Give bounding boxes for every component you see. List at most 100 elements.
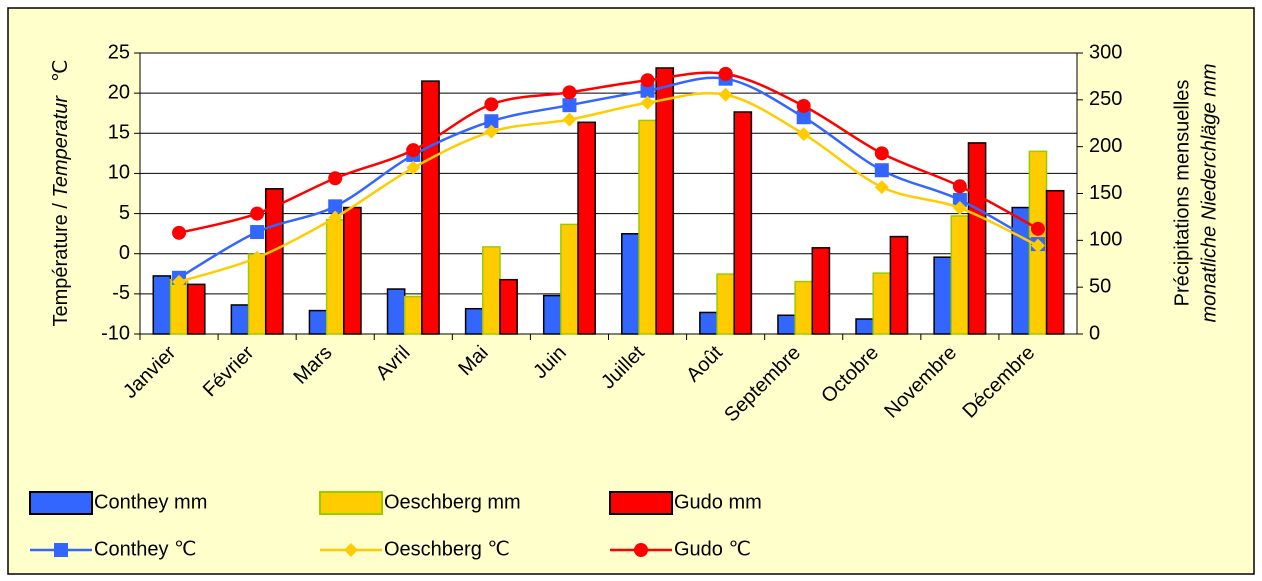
bar bbox=[655, 67, 675, 335]
marker bbox=[328, 210, 343, 225]
legend-swatch bbox=[609, 491, 673, 515]
bar bbox=[308, 309, 328, 335]
bar bbox=[777, 314, 796, 335]
line bbox=[178, 91, 1039, 284]
bar bbox=[186, 283, 206, 335]
y2-tick-label: 50 bbox=[1089, 275, 1111, 297]
bar bbox=[560, 223, 579, 335]
legend-label: Gudo ℃ bbox=[674, 538, 751, 560]
marker bbox=[1030, 238, 1045, 253]
bar bbox=[733, 111, 753, 335]
marker bbox=[874, 146, 889, 161]
bar bbox=[855, 318, 874, 335]
y2-tick-label: 100 bbox=[1089, 229, 1122, 251]
marker bbox=[54, 543, 68, 557]
legend-label: Conthey ℃ bbox=[94, 538, 197, 560]
bar bbox=[967, 142, 987, 335]
y2-tick-label: 300 bbox=[1089, 41, 1122, 63]
bar bbox=[343, 206, 362, 335]
y-axis-label: Température / Temperatur ℃ bbox=[50, 60, 72, 327]
marker bbox=[952, 179, 967, 194]
marker bbox=[250, 206, 265, 221]
bar bbox=[872, 272, 892, 335]
y2-axis-label: Précipitations mensuelles bbox=[1171, 80, 1193, 307]
plot-area bbox=[139, 52, 1078, 335]
marker bbox=[874, 163, 889, 178]
marker bbox=[1030, 221, 1045, 236]
bar bbox=[811, 247, 831, 335]
marker bbox=[562, 112, 577, 127]
marker bbox=[796, 98, 811, 113]
marker bbox=[172, 274, 187, 289]
y-tick-label: 5 bbox=[119, 202, 130, 224]
bar bbox=[1011, 206, 1031, 335]
y2-tick-label: 200 bbox=[1089, 135, 1122, 157]
bar bbox=[889, 235, 909, 335]
marker bbox=[250, 225, 265, 240]
marker bbox=[484, 97, 499, 112]
marker bbox=[484, 114, 499, 129]
marker bbox=[250, 250, 265, 265]
y2-axis-label: monatliche Niederchläge mm bbox=[1198, 63, 1220, 322]
marker bbox=[406, 160, 421, 175]
bar bbox=[933, 256, 953, 335]
y-tick-label: 15 bbox=[108, 122, 130, 144]
marker bbox=[640, 83, 655, 98]
bar bbox=[482, 246, 501, 335]
bar bbox=[621, 233, 640, 335]
y-tick-label: 25 bbox=[108, 41, 130, 63]
marker bbox=[634, 543, 648, 557]
bar bbox=[464, 307, 484, 335]
bar bbox=[264, 188, 284, 335]
y2-tick-label: 150 bbox=[1089, 182, 1122, 204]
bar bbox=[794, 280, 814, 335]
legend-label: Oeschberg mm bbox=[384, 491, 521, 513]
y-tick-label: 10 bbox=[108, 162, 130, 184]
marker bbox=[874, 180, 889, 195]
bar bbox=[1045, 189, 1065, 335]
legend-swatch bbox=[319, 491, 383, 515]
marker bbox=[796, 127, 811, 142]
y-axis-label-part: Température / bbox=[50, 198, 72, 327]
y2-tick-label: 250 bbox=[1089, 88, 1122, 110]
marker bbox=[562, 85, 577, 100]
bar bbox=[403, 295, 423, 335]
line bbox=[178, 76, 1039, 279]
marker bbox=[344, 543, 358, 557]
marker bbox=[640, 73, 655, 88]
y-axis-label-part: ℃ bbox=[50, 60, 72, 82]
legend-label: Conthey mm bbox=[94, 491, 207, 513]
y2-tick-label: 0 bbox=[1089, 322, 1100, 344]
marker bbox=[328, 199, 343, 214]
marker bbox=[796, 110, 811, 125]
marker bbox=[484, 124, 499, 139]
marker bbox=[952, 192, 967, 207]
legend-label: Gudo mm bbox=[674, 491, 762, 513]
bar bbox=[950, 215, 970, 335]
marker bbox=[562, 98, 577, 113]
bar bbox=[152, 275, 172, 335]
marker bbox=[718, 87, 733, 102]
marker bbox=[952, 200, 967, 215]
bar bbox=[542, 294, 562, 335]
marker bbox=[172, 225, 187, 240]
bar bbox=[230, 304, 250, 335]
y-tick-label: 0 bbox=[119, 242, 130, 264]
y-tick-label: 20 bbox=[108, 81, 130, 103]
y-tick-label: -10 bbox=[101, 322, 130, 344]
bar bbox=[325, 218, 345, 335]
marker bbox=[718, 66, 733, 81]
legend-label: Oeschberg ℃ bbox=[384, 538, 510, 560]
bar bbox=[638, 119, 657, 335]
bar bbox=[499, 278, 518, 335]
legend-swatch bbox=[29, 491, 93, 515]
bar bbox=[421, 80, 440, 335]
marker bbox=[328, 171, 343, 186]
bar bbox=[247, 253, 267, 335]
bar bbox=[716, 273, 735, 335]
bar bbox=[699, 311, 718, 335]
marker bbox=[406, 143, 421, 158]
bar bbox=[386, 288, 406, 335]
y-axis-label-part: Temperatur bbox=[50, 95, 72, 198]
